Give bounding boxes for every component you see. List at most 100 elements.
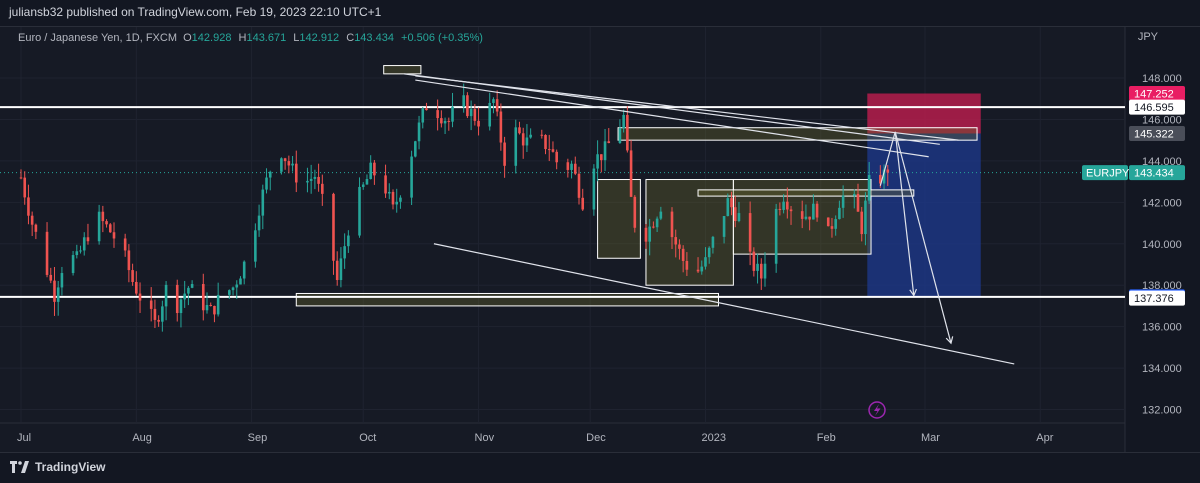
candle-body — [179, 299, 183, 314]
candle-body — [183, 293, 186, 300]
symbol-legend[interactable]: Euro / Japanese Yen, 1D, FXCM O142.928 H… — [18, 32, 487, 44]
candle-body — [763, 263, 767, 279]
candle-body — [711, 236, 715, 248]
candle-body — [678, 244, 681, 249]
projection-path — [894, 131, 952, 344]
tradingview-logo[interactable]: TradingView — [10, 460, 105, 474]
candle-body — [45, 231, 49, 275]
candle-body — [674, 237, 678, 245]
price-label-bg — [1129, 99, 1185, 115]
footer-bar: TradingView — [0, 452, 1200, 483]
candle-body — [399, 197, 402, 202]
trendlines — [404, 73, 1015, 365]
candle-body — [265, 177, 268, 190]
publisher-line: juliansb32 published on TradingView.com,… — [9, 5, 382, 19]
candle-body — [607, 141, 611, 143]
candle-body — [157, 319, 160, 322]
arrowhead — [945, 336, 954, 345]
candle-body — [306, 180, 309, 183]
candle-body — [347, 235, 350, 247]
candle-body — [30, 215, 34, 225]
price-label: 143.434 — [1134, 168, 1174, 180]
candle-body — [228, 290, 231, 295]
candle-body — [838, 207, 841, 220]
candle-body — [294, 163, 298, 183]
price-labels: 147.252146.595145.322143.434EURJPY137.43… — [1082, 85, 1185, 306]
candle-body — [581, 197, 585, 210]
candle-body — [808, 216, 811, 220]
candle-body — [782, 201, 785, 210]
candle-body — [209, 304, 213, 306]
candle-body — [339, 258, 343, 281]
candle-body — [886, 169, 890, 173]
candle-body — [462, 95, 465, 107]
candle-body — [280, 158, 283, 172]
y-tick-label: 136.000 — [1142, 322, 1182, 334]
candle-body — [79, 250, 82, 252]
y-axis: 132.000 134.000 136.000 138.000 140.000 142.0… — [1142, 73, 1182, 417]
candle-body — [86, 237, 90, 242]
price-label-bg — [1129, 85, 1185, 101]
zone-box — [383, 65, 422, 75]
arrowhead — [909, 288, 917, 297]
candle-body — [860, 211, 864, 235]
candle-body — [622, 114, 625, 129]
candle-body — [864, 200, 867, 235]
candle-body — [521, 133, 525, 146]
candle-body — [257, 215, 261, 231]
candle-body — [135, 281, 138, 294]
candle-body — [570, 163, 573, 170]
position-stop-zone — [867, 93, 981, 134]
candle-body — [149, 300, 153, 309]
candle-body — [756, 263, 759, 271]
price-label: 137.376 — [1134, 293, 1174, 305]
candle-body — [410, 156, 413, 198]
lightning-icon-ring — [868, 401, 886, 419]
candle-body — [332, 193, 335, 261]
candle-body — [786, 201, 789, 210]
x-axis: Jul Aug Sep Oct Nov Dec 2023 Feb Mar Apr — [17, 432, 1054, 444]
candle-body — [726, 198, 730, 217]
candle-body — [733, 207, 737, 221]
candle-body — [670, 211, 674, 238]
candle-body — [123, 238, 127, 251]
candle-body — [373, 162, 376, 176]
x-tick-label: Feb — [817, 432, 836, 444]
candle-body — [659, 211, 663, 219]
candle-body — [748, 213, 752, 252]
currency-label: JPY — [1137, 31, 1158, 43]
candle-body — [313, 176, 317, 179]
candle-body — [321, 183, 324, 194]
candle-body — [596, 154, 599, 169]
candle-body — [540, 134, 544, 136]
candle-body — [108, 224, 112, 233]
candle-body — [633, 196, 637, 228]
candle-body — [700, 266, 704, 272]
candle-body — [261, 189, 265, 216]
candle-body — [466, 95, 469, 117]
candle-body — [834, 219, 837, 229]
candle-body — [826, 217, 830, 227]
candle-body — [451, 106, 454, 122]
candle-body — [882, 169, 886, 184]
trendline — [415, 79, 929, 158]
candle-body — [879, 174, 882, 184]
candle-body — [361, 184, 365, 187]
price-label-bg — [1129, 125, 1185, 141]
candle-body — [384, 175, 387, 194]
candle-body — [592, 168, 596, 210]
y-tick-label: 146.000 — [1142, 114, 1182, 126]
candle-body — [544, 134, 547, 150]
candle-body — [34, 224, 38, 232]
candle-body — [867, 174, 871, 201]
price-label: 145.322 — [1134, 128, 1174, 140]
trendline — [433, 243, 1015, 365]
y-tick-label: 144.000 — [1142, 156, 1182, 168]
candle-body — [704, 257, 707, 267]
zone-box — [617, 127, 978, 141]
candle-body — [856, 193, 860, 212]
candle-body — [841, 195, 845, 208]
position-target-zone — [867, 133, 981, 297]
candle-body — [138, 293, 142, 301]
